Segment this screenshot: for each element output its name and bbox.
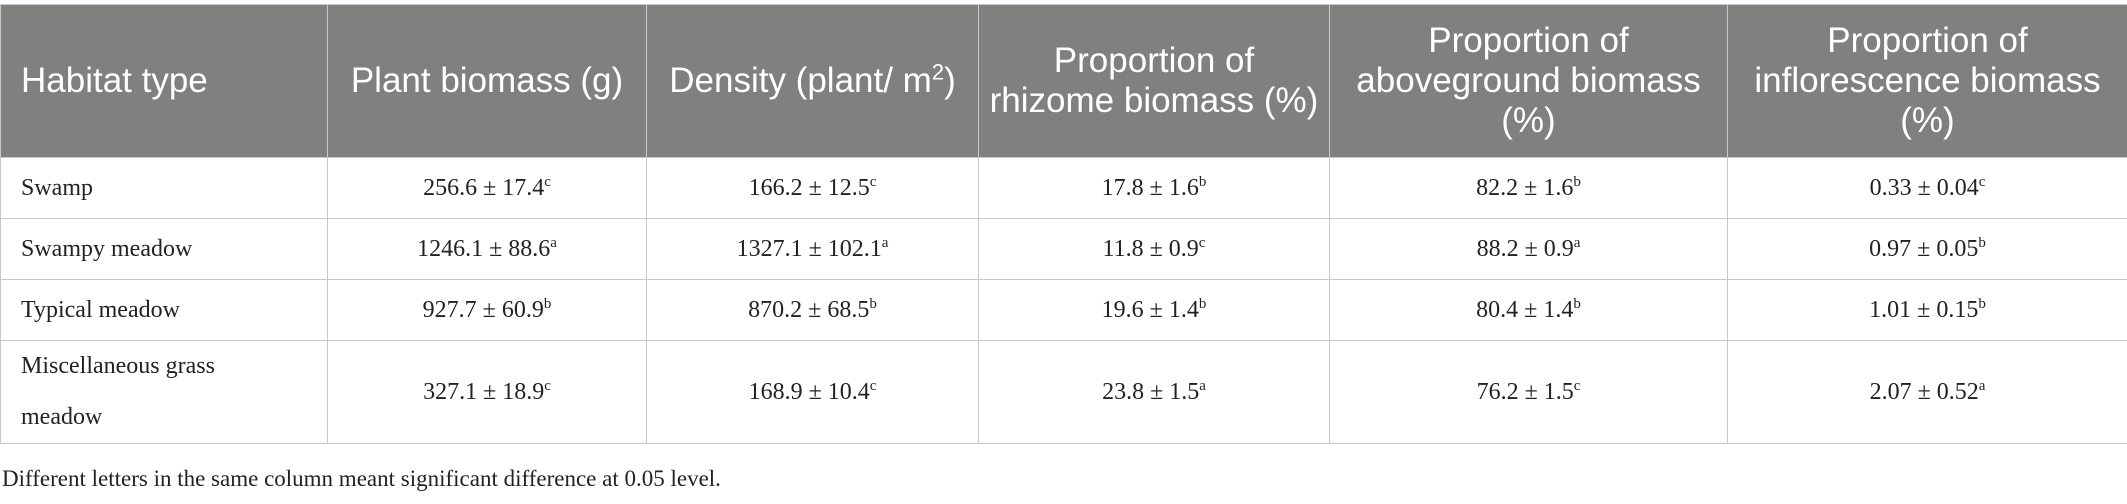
cell-text: 1246.1 ± 88.6 <box>417 235 551 262</box>
superscript: b <box>1198 295 1207 312</box>
superscript: c <box>1198 234 1206 251</box>
cell-text: ) <box>944 61 956 100</box>
cell-text: 0.97 ± 0.05 <box>1869 235 1979 262</box>
cell-text: 76.2 ± 1.5 <box>1476 378 1574 405</box>
footnote: Different letters in the same column mea… <box>2 466 721 491</box>
data-cell: 88.2 ± 0.9a <box>1329 218 1728 280</box>
cell-text: 23.8 ± 1.5 <box>1102 378 1200 405</box>
cell-text: 166.2 ± 12.5 <box>748 174 870 201</box>
data-cell: 1.01 ± 0.15b <box>1727 279 2127 341</box>
superscript: a <box>550 234 557 251</box>
cell-text: Density (plant/ m <box>669 61 932 100</box>
column-header: Proportion of rhizome biomass (%) <box>978 4 1330 158</box>
table-row: Miscellaneous grass meadow 327.1 ± 18.9c 1… <box>0 340 2127 444</box>
data-cell: 11.8 ± 0.9c <box>978 218 1330 280</box>
superscript: c <box>869 377 877 394</box>
column-header: Habitat type <box>0 4 328 158</box>
column-header: Proportion of inflorescence biomass (%) <box>1727 4 2127 158</box>
superscript: c <box>544 173 551 190</box>
data-table: Habitat type Plant biomass (g) Density (pl… <box>0 4 2127 444</box>
cell-text: 870.2 ± 68.5 <box>748 296 870 323</box>
superscript: b <box>1573 295 1581 312</box>
column-header: Density (plant/ m2) <box>646 4 979 158</box>
superscript: a <box>1199 377 1206 394</box>
cell-text: 1327.1 ± 102.1 <box>736 235 882 262</box>
superscript: c <box>1573 377 1581 394</box>
superscript: a <box>881 234 889 251</box>
data-cell: 0.33 ± 0.04c <box>1727 157 2127 219</box>
superscript: b <box>543 295 552 312</box>
data-cell: 80.4 ± 1.4b <box>1329 279 1728 341</box>
data-cell: 19.6 ± 1.4b <box>978 279 1330 341</box>
table-row: Swampy meadow 1246.1 ± 88.6a 1327.1 ± 102.… <box>0 218 2127 280</box>
data-cell: 927.7 ± 60.9b <box>327 279 647 341</box>
data-cell: 82.2 ± 1.6b <box>1329 157 1728 219</box>
row-label: Swampy meadow <box>0 218 328 280</box>
data-cell: 327.1 ± 18.9c <box>327 340 647 444</box>
row-label: Swamp <box>0 157 328 219</box>
cell-text: 2.07 ± 0.52 <box>1869 378 1979 405</box>
cell-text: 11.8 ± 0.9 <box>1102 235 1199 262</box>
data-cell: 166.2 ± 12.5c <box>646 157 979 219</box>
superscript: a <box>1573 234 1581 251</box>
table-body: Swamp 256.6 ± 17.4c 166.2 ± 12.5c 17.8 ± 1.… <box>0 157 2127 444</box>
data-cell: 256.6 ± 17.4c <box>327 157 647 219</box>
superscript: b <box>1198 173 1207 190</box>
data-cell: 870.2 ± 68.5b <box>646 279 979 341</box>
cell-text: 88.2 ± 0.9 <box>1476 235 1574 262</box>
superscript: c <box>869 173 877 190</box>
column-header: Plant biomass (g) <box>327 4 647 158</box>
table-row: Typical meadow 927.7 ± 60.9b 870.2 ± 68.5b… <box>0 279 2127 341</box>
superscript: b <box>1978 295 1986 312</box>
row-label: Typical meadow <box>0 279 328 341</box>
superscript: b <box>1978 234 1986 251</box>
data-cell: 0.97 ± 0.05b <box>1727 218 2127 280</box>
data-cell: 2.07 ± 0.52a <box>1727 340 2127 444</box>
cell-text: 1.01 ± 0.15 <box>1869 296 1979 323</box>
superscript: a <box>1978 377 1986 394</box>
superscript: c <box>544 377 551 394</box>
cell-text: 927.7 ± 60.9 <box>422 296 544 323</box>
data-cell: 23.8 ± 1.5a <box>978 340 1330 444</box>
superscript: b <box>869 295 877 312</box>
cell-text: 19.6 ± 1.4 <box>1101 296 1199 323</box>
header-row: Habitat type Plant biomass (g) Density (pl… <box>0 4 2127 158</box>
data-cell: 1246.1 ± 88.6a <box>327 218 647 280</box>
cell-text: 82.2 ± 1.6 <box>1476 174 1574 201</box>
data-cell: 168.9 ± 10.4c <box>646 340 979 444</box>
table-row: Swamp 256.6 ± 17.4c 166.2 ± 12.5c 17.8 ± 1.… <box>0 157 2127 219</box>
cell-text: 327.1 ± 18.9 <box>423 378 545 405</box>
data-cell: 1327.1 ± 102.1a <box>646 218 979 280</box>
cell-text: 17.8 ± 1.6 <box>1101 174 1199 201</box>
cell-text: 0.33 ± 0.04 <box>1869 174 1979 201</box>
cell-text: 256.6 ± 17.4 <box>423 174 545 201</box>
superscript: 2 <box>931 59 945 85</box>
column-header: Proportion of aboveground biomass (%) <box>1329 4 1728 158</box>
cell-text: 80.4 ± 1.4 <box>1476 296 1574 323</box>
data-cell: 76.2 ± 1.5c <box>1329 340 1728 444</box>
row-label: Miscellaneous grass meadow <box>0 340 328 444</box>
superscript: c <box>1978 173 1986 190</box>
cell-text: 168.9 ± 10.4 <box>748 378 870 405</box>
superscript: b <box>1573 173 1581 190</box>
data-cell: 17.8 ± 1.6b <box>978 157 1330 219</box>
